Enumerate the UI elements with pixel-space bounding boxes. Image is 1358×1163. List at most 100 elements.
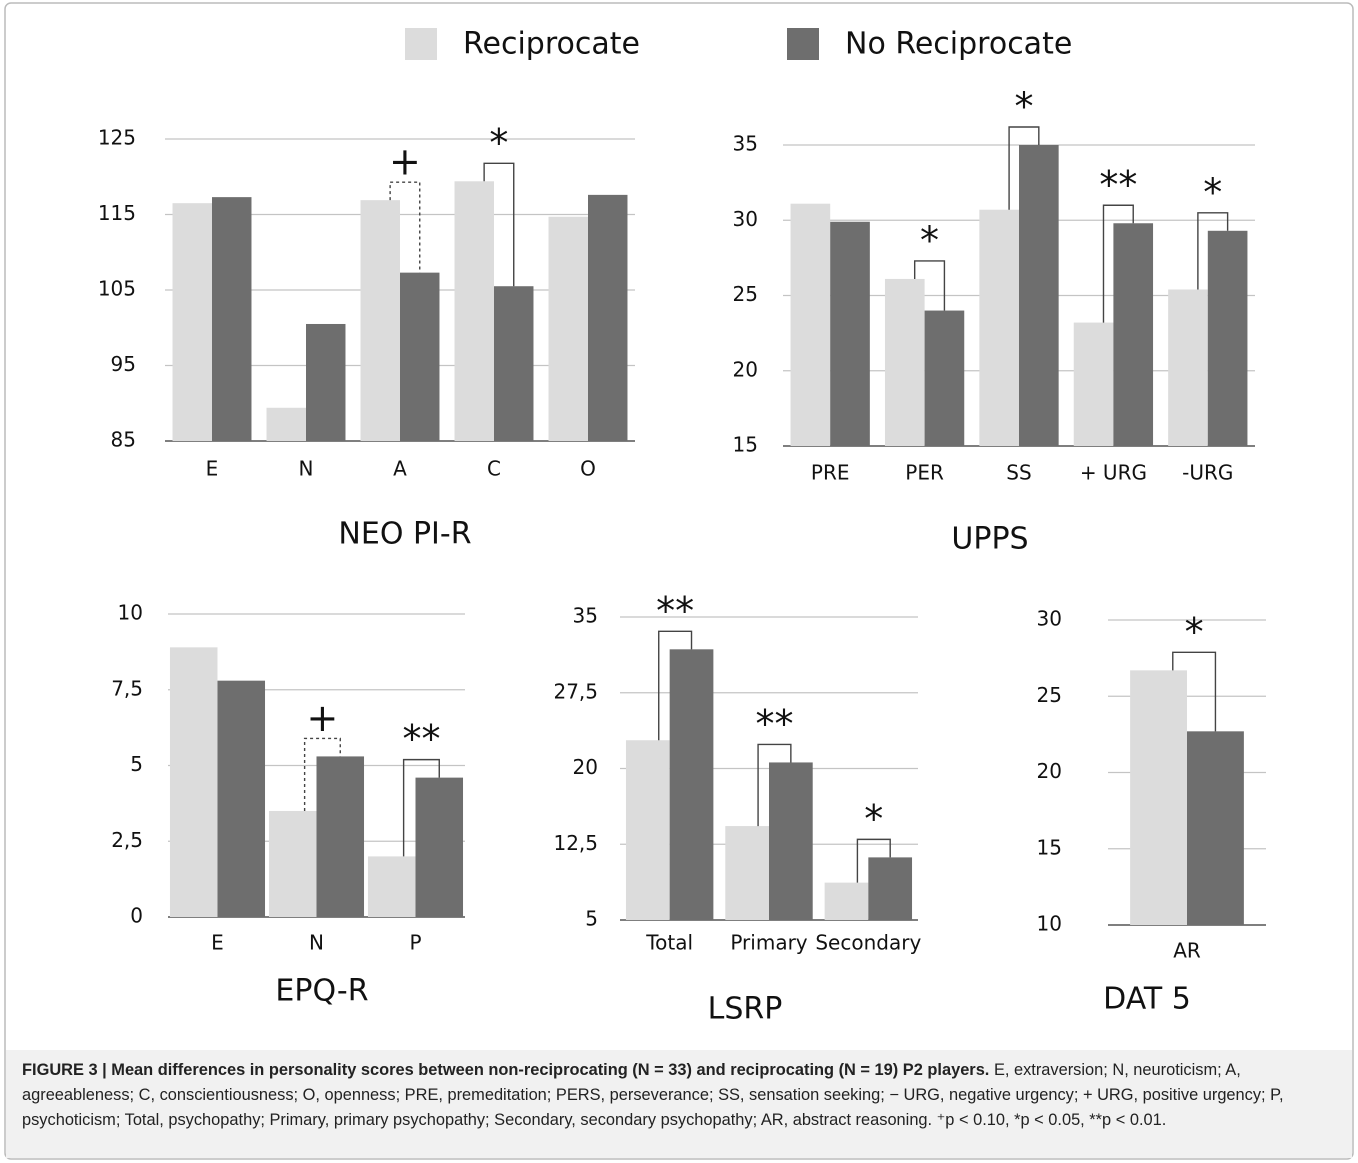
bar [217, 680, 266, 917]
bar [625, 740, 670, 920]
y-tick-label: 20 [733, 357, 758, 381]
bar [266, 407, 306, 441]
significance-label: ** [656, 589, 694, 633]
bar [1187, 731, 1244, 925]
significance-label: + [307, 696, 339, 740]
significance-bracket [483, 162, 515, 287]
y-tick-label: 15 [733, 433, 758, 457]
y-tick-label: 15 [1037, 835, 1062, 859]
bar [494, 286, 534, 441]
x-tick-label: O [580, 457, 596, 481]
bar [824, 882, 869, 920]
bar [172, 203, 212, 441]
bar [669, 649, 714, 920]
significance-label: * [1185, 610, 1204, 654]
bar [1207, 230, 1248, 446]
bar [588, 194, 628, 441]
legend-label: Reciprocate [463, 27, 640, 62]
y-tick-label: 5 [130, 752, 143, 776]
significance-label: + [389, 140, 421, 184]
y-tick-label: 20 [573, 755, 598, 779]
bar [454, 181, 494, 441]
bar [884, 278, 925, 446]
y-tick-label: 35 [573, 604, 598, 628]
figure-border [4, 2, 1354, 1160]
caption-background [6, 1050, 1352, 1158]
bar [1130, 670, 1187, 925]
x-tick-label: N [309, 931, 324, 955]
bar [1073, 322, 1114, 446]
x-tick-label: PER [905, 461, 944, 485]
x-tick-label: SS [1006, 461, 1031, 485]
significance-bracket [303, 737, 341, 811]
significance-label: * [920, 218, 939, 262]
legend-label: No Reciprocate [845, 27, 1072, 62]
bar [212, 197, 252, 441]
y-tick-label: 2,5 [111, 828, 143, 852]
bar [306, 323, 346, 441]
caption: FIGURE 3 | Mean differences in personali… [22, 1058, 1340, 1133]
x-tick-label: Total [645, 931, 693, 955]
bar [360, 200, 400, 441]
significance-label: * [1014, 85, 1033, 129]
y-tick-label: 27,5 [553, 679, 598, 703]
y-tick-label: 12,5 [553, 831, 598, 855]
bar [367, 856, 416, 917]
bar [1113, 223, 1154, 446]
significance-bracket [757, 743, 792, 827]
bar [415, 777, 464, 917]
bar [548, 216, 588, 441]
bar [268, 810, 317, 917]
caption-text: E, extraversion; N, neuroticism; A, agre… [22, 1061, 1284, 1129]
x-tick-label: AR [1173, 939, 1201, 963]
y-tick-label: 10 [118, 601, 143, 625]
caption-title: FIGURE 3 | Mean differences in personali… [22, 1061, 990, 1079]
significance-bracket [856, 838, 891, 883]
bar [830, 221, 870, 446]
bar [924, 310, 965, 446]
significance-bracket [389, 181, 421, 273]
x-tick-label: C [487, 457, 501, 481]
bar [868, 857, 913, 920]
significance-label: ** [755, 702, 793, 746]
x-tick-label: + URG [1080, 461, 1147, 485]
x-tick-label: E [206, 457, 219, 481]
x-tick-label: Secondary [815, 931, 921, 955]
y-tick-label: 105 [98, 277, 136, 301]
panel-title: DAT 5 [1103, 982, 1191, 1017]
x-tick-label: A [393, 457, 407, 481]
significance-bracket [658, 630, 693, 741]
bar [1168, 289, 1208, 446]
y-tick-label: 7,5 [111, 676, 143, 700]
significance-bracket [402, 758, 440, 857]
significance-label: * [864, 797, 883, 841]
bar [769, 762, 813, 920]
bar [979, 209, 1019, 446]
x-tick-label: Primary [730, 931, 807, 955]
significance-bracket [1008, 126, 1040, 210]
x-tick-label: -URG [1182, 461, 1233, 485]
bar [790, 203, 831, 446]
panel-title: NEO PI-R [338, 517, 471, 552]
x-tick-label: E [211, 931, 224, 955]
y-tick-label: 30 [733, 207, 758, 231]
x-tick-label: PRE [811, 461, 850, 485]
y-tick-label: 35 [733, 132, 758, 156]
x-tick-label: P [409, 931, 421, 955]
significance-bracket [1172, 651, 1217, 732]
bar [725, 826, 769, 920]
significance-bracket [913, 260, 946, 311]
significance-label: * [1203, 170, 1222, 214]
y-tick-label: 25 [733, 282, 758, 306]
bar [169, 647, 218, 917]
y-tick-label: 25 [1037, 683, 1062, 707]
significance-label: ** [1099, 163, 1137, 207]
y-tick-label: 10 [1037, 912, 1062, 936]
y-tick-label: 20 [1037, 759, 1062, 783]
y-tick-label: 0 [130, 904, 143, 928]
y-tick-label: 85 [111, 428, 136, 452]
significance-label: * [489, 121, 508, 165]
y-tick-label: 95 [111, 352, 136, 376]
